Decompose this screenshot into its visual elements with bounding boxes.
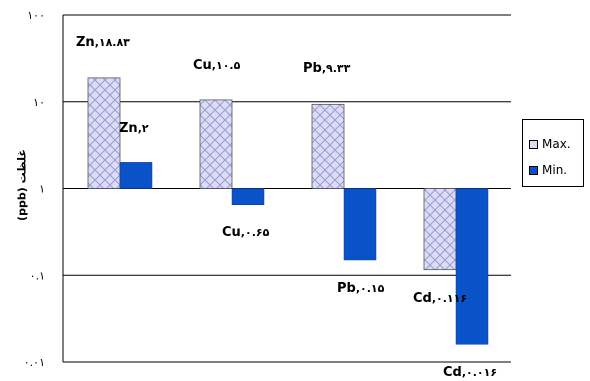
y-axis-label-text: (ppb) غلظت xyxy=(15,149,29,221)
bar-max-pb xyxy=(311,103,345,189)
data-label-min-cu: Cu,۰.۶۵ xyxy=(222,225,270,240)
bar-max-zn xyxy=(87,77,121,189)
y-tick-label-0: ۱۰۰ xyxy=(27,9,45,22)
data-label-max-cu: Cu,۱۰.۵ xyxy=(193,58,241,73)
bar-min-pb xyxy=(343,188,377,261)
y-tick-label-1: ۱۰ xyxy=(33,96,45,109)
legend-swatch-min xyxy=(529,165,538,175)
bar-min-cd xyxy=(455,188,489,345)
bar-max-cu xyxy=(199,99,233,189)
legend-label-min: Min. xyxy=(542,163,568,177)
data-label-min-zn: Zn,۲ xyxy=(119,121,149,136)
data-label-max-pb: Pb,۹.۳۳ xyxy=(303,61,351,76)
data-label-max-zn: Zn,۱۸.۸۳ xyxy=(76,35,130,50)
bar-min-cu xyxy=(231,188,265,205)
legend-swatch-max xyxy=(529,139,538,149)
data-label-min-cd: Cd,۰.۰۱۶ xyxy=(443,365,497,380)
bar-max-cd xyxy=(423,188,457,271)
legend: Max. Min. xyxy=(522,119,584,187)
data-label-max-cd: Cd,۰.۱۱۶ xyxy=(413,291,467,306)
y-axis-label: (ppb) غلظت xyxy=(2,125,42,245)
y-tick-label-3: ۰.۱ xyxy=(30,269,45,282)
y-tick-label-4: ۰.۰۱ xyxy=(24,356,45,369)
legend-label-max: Max. xyxy=(542,137,571,151)
data-label-min-pb: Pb,۰.۱۵ xyxy=(337,281,385,296)
legend-item-max: Max. xyxy=(529,137,571,151)
y-tick-label-2: ۱ xyxy=(39,183,45,196)
legend-item-min: Min. xyxy=(529,163,567,177)
bar-min-zn xyxy=(119,162,153,189)
